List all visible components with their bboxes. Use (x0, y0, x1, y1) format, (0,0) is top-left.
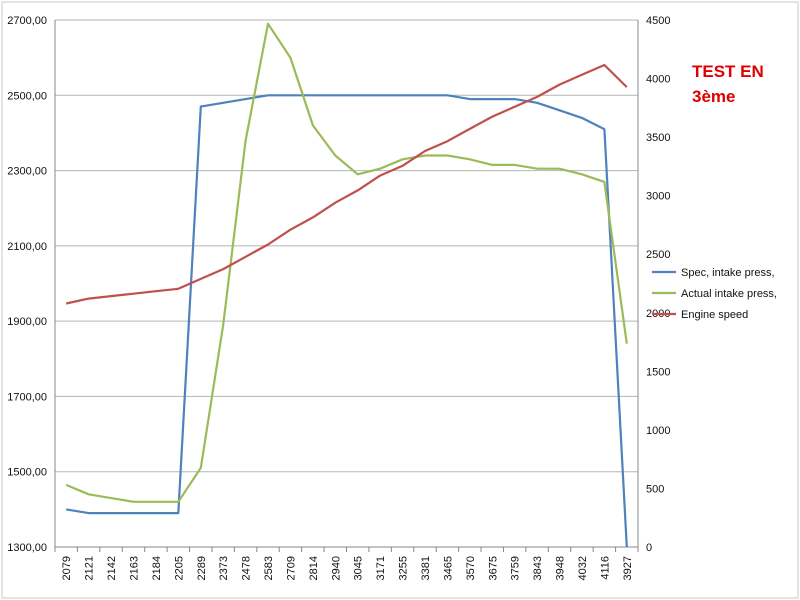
annotation-line-2: 3ème (692, 87, 735, 106)
x-axis-tick-label: 3045 (353, 556, 365, 580)
legend-label: Actual intake press, (681, 288, 777, 300)
x-axis-tick-label: 3927 (622, 556, 634, 580)
x-axis-tick-label: 2709 (285, 556, 297, 580)
left-axis-tick-label: 2100,00 (7, 241, 47, 253)
x-axis-tick-label: 3948 (555, 556, 567, 580)
x-axis-tick-label: 2583 (263, 556, 275, 580)
x-axis-tick-label: 2478 (241, 556, 253, 580)
x-axis-tick-label: 2184 (151, 556, 163, 580)
right-axis-tick-label: 500 (646, 483, 664, 495)
x-axis-tick-label: 2121 (84, 556, 96, 580)
series (65, 22, 628, 548)
series-line-1 (66, 94, 628, 548)
x-axis-tick-label: 3255 (398, 556, 410, 580)
x-axis-tick-label: 2373 (218, 556, 230, 580)
x-axis-tick-label: 3843 (532, 556, 544, 580)
x-axis-tick-label: 2142 (106, 556, 118, 580)
left-axis-tick-label: 1300,00 (7, 542, 47, 554)
x-axis-tick-label: 4032 (577, 556, 589, 580)
left-axis-tick-label: 1500,00 (7, 467, 47, 479)
x-axis-tick-label: 3381 (420, 556, 432, 580)
x-axis-tick-label: 4116 (599, 556, 611, 580)
right-axis-tick-label: 1000 (646, 425, 670, 437)
series-line-3 (65, 63, 628, 305)
right-axis-tick-label: 1500 (646, 366, 670, 378)
x-axis-ticks: 2079 2121 2142 2163 2184 2205 2289 2373 2478 2583… (61, 556, 634, 580)
right-axis-tick-label: 4500 (646, 15, 670, 27)
x-axis-tick-label: 2940 (330, 556, 342, 580)
left-axis-tick-label: 1900,00 (7, 316, 47, 328)
axes (54, 20, 639, 552)
annotation-line-1: TEST EN (692, 62, 764, 81)
left-axis-tick-label: 1700,00 (7, 391, 47, 403)
left-axis-tick-label: 2500,00 (7, 90, 47, 102)
x-axis-tick-label: 2163 (128, 556, 140, 580)
right-axis-tick-label: 3000 (646, 191, 670, 203)
left-axis-tick-label: 2300,00 (7, 166, 47, 178)
right-axis-tick-label: 4000 (646, 74, 670, 86)
x-axis-tick-label: 3570 (465, 556, 477, 580)
series-line-2 (65, 22, 628, 503)
x-axis-tick-label: 2814 (308, 556, 320, 580)
x-axis-tick-label: 3759 (510, 556, 522, 580)
left-axis-ticks: 1300,00 1500,00 1700,00 1900,00 2100,00 2300,… (7, 15, 47, 554)
x-axis-tick-label: 3171 (375, 556, 387, 580)
x-axis-tick-label: 2205 (173, 556, 185, 580)
right-axis-tick-label: 2500 (646, 249, 670, 261)
x-axis-tick-label: 3675 (487, 556, 499, 580)
x-axis-tick-label: 2079 (61, 556, 73, 580)
legend-label: Engine speed (681, 309, 748, 321)
x-axis-tick-label: 2289 (196, 556, 208, 580)
left-axis-tick-label: 2700,00 (7, 15, 47, 27)
legend-label: Spec, intake press, (681, 267, 775, 279)
right-axis-tick-label: 0 (646, 542, 652, 554)
x-axis-tick-label: 3465 (442, 556, 454, 580)
right-axis-tick-label: 3500 (646, 132, 670, 144)
legend: Spec, intake press, Actual intake press, E… (652, 267, 777, 321)
